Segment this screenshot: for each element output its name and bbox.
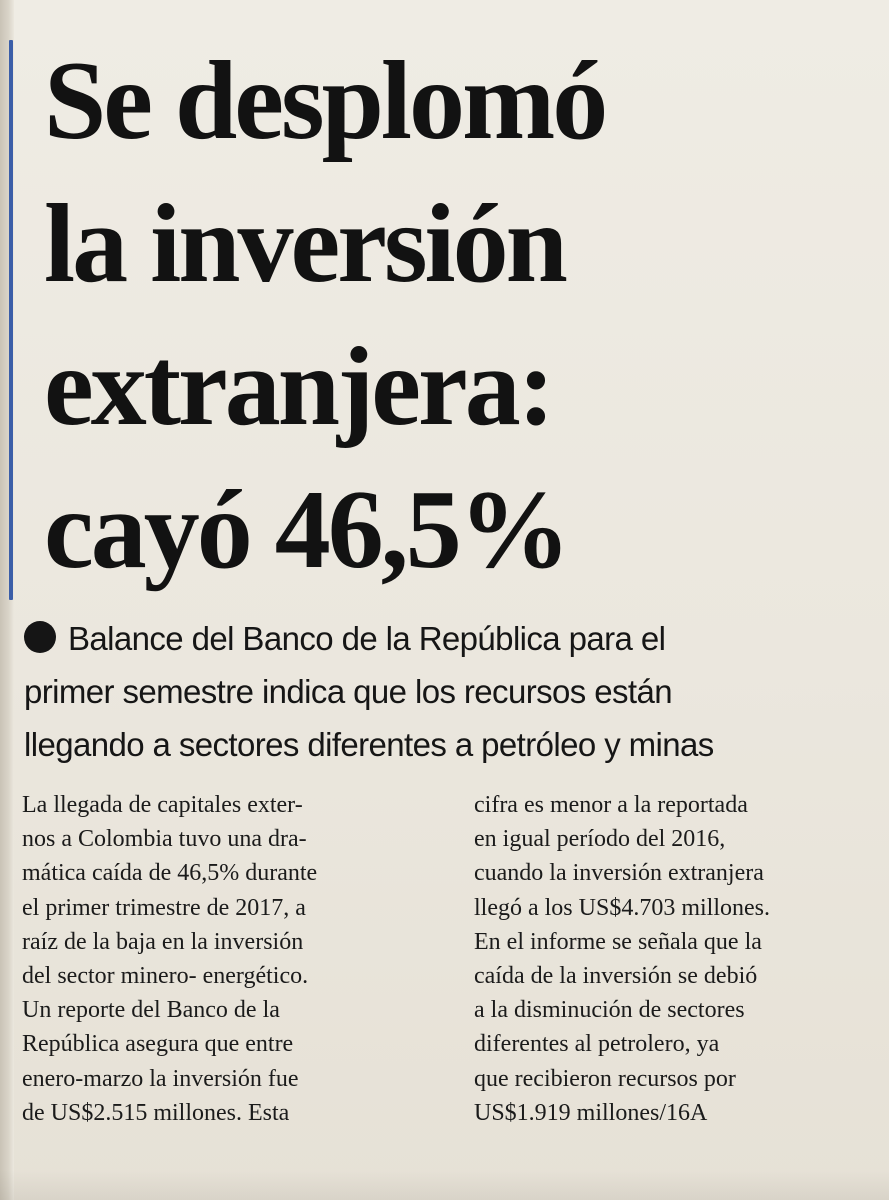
body-line: Un reporte del Banco de la	[22, 997, 280, 1024]
margin-rule	[9, 40, 13, 600]
body-line: mática caída de 46,5% durante	[22, 860, 318, 887]
body-line: de US$2.515 millones. Esta	[22, 1099, 290, 1126]
body-line: del sector minero- energético.	[22, 963, 309, 990]
body-line: raíz de la baja en la inversión	[22, 928, 304, 955]
body-line: a la disminución de sectores	[474, 997, 745, 1024]
body-line: En el informe se señala que la	[474, 928, 762, 955]
headline-line-4: cayó 46,5%	[44, 468, 571, 592]
subheadline-line-1: Balance del Banco de la República para e…	[24, 612, 874, 665]
body-line: cuando la inversión extranjera	[474, 860, 764, 887]
bullet-icon	[24, 621, 56, 653]
headline-line-2: la inversión	[44, 182, 568, 306]
subheadline-line-3: llegando a sectores diferentes a petróle…	[24, 726, 714, 763]
body-line: La llegada de capitales exter-	[22, 792, 303, 818]
body-line: llegó a los US$4.703 millones.	[474, 894, 770, 921]
body-line: US$1.919 millones/16A	[474, 1099, 708, 1126]
body-line: en igual período del 2016,	[474, 826, 726, 853]
body-line: República asegura que entre	[22, 1031, 294, 1058]
page-shadow	[0, 1170, 889, 1200]
body-line: nos a Colombia tuvo una dra-	[22, 826, 307, 853]
body-line: cifra es menor a la reportada	[474, 792, 748, 818]
body-line: enero-marzo la inversión fue	[22, 1065, 299, 1092]
headline: Se desplomó la inversión extranjera: cay…	[44, 30, 864, 602]
body-line: caída de la inversión se debió	[474, 963, 758, 990]
bleed-through-text	[360, 0, 366, 24]
body-line: diferentes al petrolero, ya	[474, 1031, 720, 1058]
headline-line-1: Se desplomó	[44, 39, 608, 163]
body-line: el primer trimestre de 2017, a	[22, 894, 306, 921]
subheadline-text-1: Balance del Banco de la República para e…	[68, 620, 666, 657]
body-column-1: La llegada de capitales exter- nos a Col…	[22, 788, 426, 1130]
subheadline: Balance del Banco de la República para e…	[24, 612, 874, 771]
body-line: que recibieron recursos por	[474, 1065, 736, 1092]
body-column-2: cifra es menor a la reportada en igual p…	[474, 788, 864, 1130]
headline-line-3: extranjera:	[44, 325, 555, 449]
subheadline-line-2: primer semestre indica que los recursos …	[24, 673, 673, 710]
